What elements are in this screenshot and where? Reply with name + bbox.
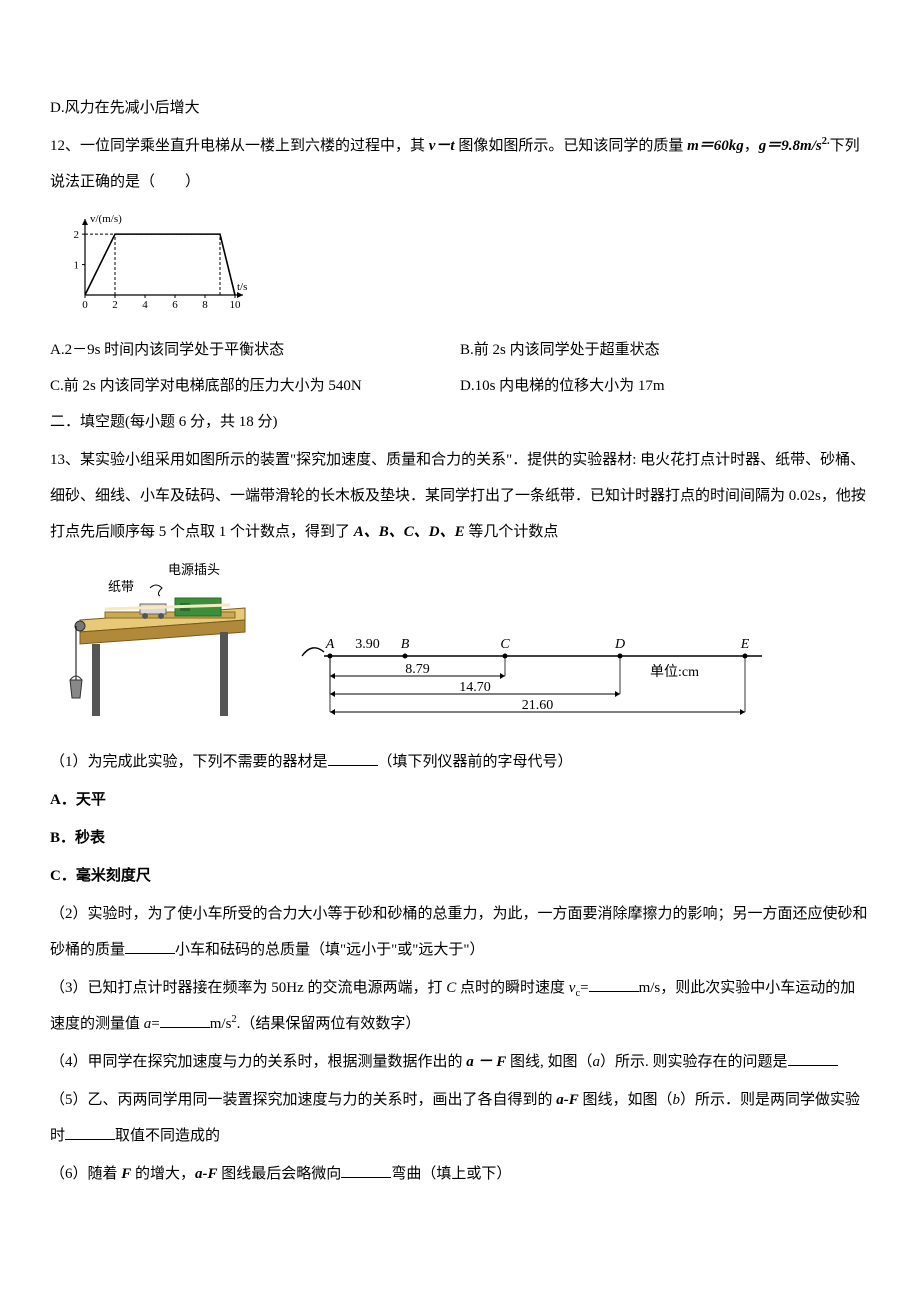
bref: b [673,1092,681,1108]
q13-p3-C: C [446,980,456,996]
svg-text:B: B [401,637,410,652]
q13-p6-c: 图线最后会略微向 [218,1166,342,1182]
q13-p3-b: 点时的瞬时速度 [456,980,569,996]
svg-text:2: 2 [74,229,80,241]
svg-text:3.90: 3.90 [355,637,380,652]
q12-stem-a: 12、一位同学乘坐直升电梯从一楼上到六楼的过程中，其 [50,138,429,154]
q12-options-row2: C.前 2s 内该同学对电梯底部的压力大小为 540N D.10s 内电梯的位移… [50,368,870,404]
aref: a [593,1054,601,1070]
q12-opt-a: A.2－9s 时间内该同学处于平衡状态 [50,332,460,368]
q12-stem-b: 图像如图所示。已知该同学的质量 [455,138,688,154]
q12-stem-c: ， [744,138,759,154]
q13-p2: （2）实验时，为了使小车所受的合力大小等于砂和砂桶的总重力，为此，一方面要消除摩… [50,896,870,968]
svg-text:2: 2 [112,299,118,310]
svg-text:0: 0 [82,299,88,310]
q13-p4-b: 图线, 如图（ [506,1054,592,1070]
svg-text:t/s: t/s [237,281,247,293]
svg-text:6: 6 [172,299,178,310]
svg-text:A: A [325,637,335,652]
q13-p4-c: ）所示. 则实验存在的问题是 [600,1054,788,1070]
svg-text:单位:cm: 单位:cm [650,664,699,680]
apparatus-diagram: 电源插头纸带 [50,560,250,730]
q13-p5: （5）乙、丙两同学用同一装置探究加速度与力的关系时，画出了各自得到的 a-F 图… [50,1082,870,1154]
q13-p1-opt-a: A．天平 [50,782,870,818]
af3: a-F [195,1166,218,1182]
m-eq: m＝60kg [687,138,744,154]
q12-options-row1: A.2－9s 时间内该同学处于平衡状态 B.前 2s 内该同学处于超重状态 [50,332,870,368]
blank-2 [125,938,175,955]
blank-1 [328,750,378,767]
q13-p1-a: （1）为完成此实验，下列不需要的器材是 [50,754,328,770]
q12-opt-c: C.前 2s 内该同学对电梯底部的压力大小为 540N [50,368,460,404]
q13-p2-b: 小车和砝码的总质量（填"远小于"或"远大于"） [175,942,485,958]
q12-graph: 024681012v/(m/s)t/s [50,210,870,324]
q12-opt-b: B.前 2s 内该同学处于超重状态 [460,332,660,368]
blank-4 [160,1012,210,1029]
af2: a-F [556,1092,579,1108]
svg-text:v/(m/s): v/(m/s) [90,213,122,225]
q12-stem: 12、一位同学乘坐直升电梯从一楼上到六楼的过程中，其 v－t 图像如图所示。已知… [50,128,870,200]
svg-text:8: 8 [202,299,208,310]
q13-p1-b: （填下列仪器前的字母代号） [378,754,573,770]
svg-text:8.79: 8.79 [405,662,430,677]
svg-text:1: 1 [74,260,80,272]
q13-p1: （1）为完成此实验，下列不需要的器材是 （填下列仪器前的字母代号） [50,744,870,780]
q12-opt-d: D.10s 内电梯的位移大小为 17m [460,368,665,404]
svg-text:纸带: 纸带 [108,579,134,594]
q13-p4: （4）甲同学在探究加速度与力的关系时，根据测量数据作出的 a － F 图线, 如… [50,1044,870,1080]
q13-p5-b: 图线，如图（ [579,1092,673,1108]
q13-p6-b: 的增大， [131,1166,195,1182]
q13-p3-a: （3）已知打点计时器接在频率为 50Hz 的交流电源两端，打 [50,980,446,996]
q11-option-d: D.风力在先减小后增大 [50,90,870,126]
blank-5 [788,1050,838,1067]
svg-text:电源插头: 电源插头 [168,562,220,577]
g-eq: g＝9.8m/s [759,138,822,154]
svg-text:E: E [740,637,750,652]
q13-p3-g: .（结果保留两位有效数字） [237,1016,421,1032]
q13-p6-d: 弯曲（填上或下） [391,1166,511,1182]
tape-diagram: A B C D E 3.90 8.79 14.70 21.60 单位:cm [290,630,770,730]
svg-text:C: C [500,637,510,652]
q13-p1-opt-b: B．秒表 [50,820,870,856]
svg-text:4: 4 [142,299,148,310]
vt-symbol: v－t [429,138,455,154]
q13-stem1b: 等几个计数点 [465,524,559,540]
q13-p3-c: = [580,980,588,996]
svg-text:D: D [614,637,625,652]
q13-stem: 13、某实验小组采用如图所示的装置"探究加速度、质量和合力的关系"．提供的实验器… [50,442,870,550]
svg-text:14.70: 14.70 [459,680,491,695]
q13-p4-a: （4）甲同学在探究加速度与力的关系时，根据测量数据作出的 [50,1054,466,1070]
section-2-header: 二．填空题(每小题 6 分，共 18 分) [50,404,870,440]
blank-6 [65,1124,115,1141]
svg-text:21.60: 21.60 [522,698,554,713]
q13-figures: 电源插头纸带 A B C D E 3.90 8.79 14.70 21.60 单位:cm [50,560,870,730]
q13-p3-e: = [151,1016,159,1032]
svg-text:10: 10 [230,299,242,310]
q13-p3: （3）已知打点计时器接在频率为 50Hz 的交流电源两端，打 C 点时的瞬时速度… [50,970,870,1042]
F-var: F [121,1166,131,1182]
blank-3 [589,976,639,993]
q13-p6-a: （6）随着 [50,1166,121,1182]
q13-points: A、B、C、D、E [354,524,465,540]
q13-p5-a: （5）乙、丙两同学用同一装置探究加速度与力的关系时，画出了各自得到的 [50,1092,556,1108]
q13-p1-opt-c: C．毫米刻度尺 [50,858,870,894]
g-exp: 2. [822,136,830,147]
q13-p3-f: m/s [210,1016,232,1032]
af1: a － F [466,1054,506,1070]
q13-p6: （6）随着 F 的增大，a-F 图线最后会略微向 弯曲（填上或下） [50,1156,870,1192]
blank-7 [341,1162,391,1179]
q13-p5-d: 取值不同造成的 [115,1128,220,1144]
